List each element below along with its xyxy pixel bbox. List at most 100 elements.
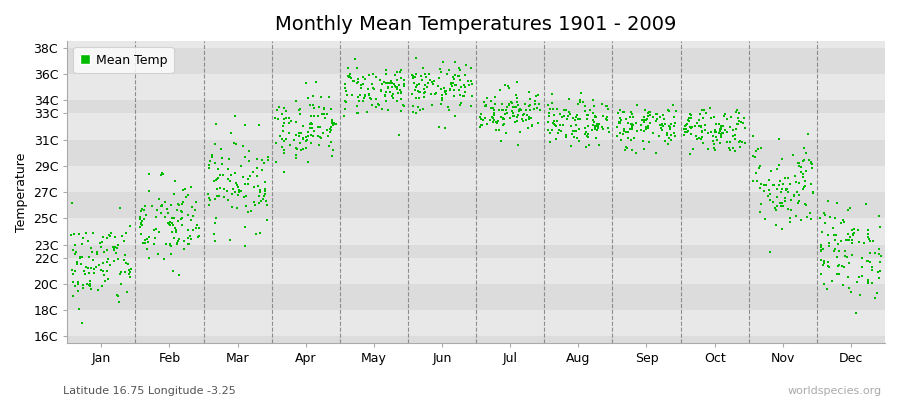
Point — [67, 230, 81, 237]
Point — [78, 264, 93, 270]
Point — [503, 115, 517, 121]
Point — [350, 76, 365, 82]
Point — [186, 227, 201, 233]
Point — [248, 184, 262, 190]
Point — [486, 110, 500, 116]
Point — [347, 56, 362, 62]
Point — [453, 102, 467, 108]
Point — [726, 144, 741, 151]
Point — [107, 247, 122, 254]
Point — [357, 92, 372, 98]
Point — [571, 116, 585, 122]
Point — [406, 102, 420, 109]
Point — [578, 103, 592, 109]
Point — [792, 198, 806, 204]
Point — [349, 110, 364, 116]
Point — [548, 122, 562, 128]
Point — [753, 144, 768, 151]
Point — [306, 132, 320, 139]
Point — [338, 99, 353, 105]
Point — [779, 186, 794, 192]
Point — [482, 117, 497, 123]
Point — [374, 105, 389, 112]
Point — [584, 127, 598, 134]
Point — [187, 207, 202, 214]
Point — [374, 86, 388, 93]
Point — [162, 242, 176, 248]
Point — [500, 110, 514, 116]
Point — [488, 100, 502, 107]
Point — [81, 282, 95, 288]
Point — [474, 110, 489, 117]
Point — [170, 207, 184, 213]
Point — [514, 107, 528, 114]
Point — [215, 154, 230, 161]
Point — [750, 178, 764, 184]
Point — [68, 250, 82, 257]
Point — [446, 80, 461, 86]
Point — [564, 143, 579, 149]
Point — [872, 246, 886, 252]
Point — [362, 92, 376, 98]
Point — [183, 233, 197, 239]
Point — [520, 112, 535, 118]
Point — [478, 102, 492, 109]
Point — [423, 76, 437, 83]
Point — [573, 116, 588, 122]
Point — [207, 230, 221, 237]
Point — [202, 194, 217, 201]
Point — [682, 124, 697, 130]
Point — [562, 96, 577, 103]
Point — [356, 98, 370, 104]
Point — [338, 81, 353, 88]
Point — [385, 93, 400, 99]
Point — [412, 89, 427, 96]
Point — [842, 285, 857, 291]
Point — [472, 124, 487, 130]
Point — [854, 273, 868, 280]
Point — [171, 238, 185, 244]
Point — [177, 238, 192, 244]
Point — [502, 102, 517, 108]
Point — [721, 144, 735, 151]
Point — [446, 74, 460, 80]
Point — [325, 152, 339, 159]
Point — [801, 131, 815, 137]
Point — [279, 136, 293, 142]
Point — [712, 121, 726, 127]
Point — [840, 254, 854, 260]
Point — [302, 128, 316, 135]
Point — [599, 117, 614, 123]
Point — [303, 140, 318, 146]
Point — [323, 126, 338, 132]
Point — [338, 106, 352, 112]
Point — [271, 116, 285, 123]
Point — [644, 112, 658, 118]
Point — [635, 117, 650, 124]
Point — [589, 114, 603, 120]
Point — [202, 162, 216, 168]
Point — [302, 125, 317, 131]
Point — [304, 125, 319, 131]
Point — [586, 117, 600, 124]
Point — [212, 172, 227, 178]
Point — [255, 167, 269, 173]
Point — [714, 125, 728, 131]
Point — [752, 162, 767, 169]
Point — [707, 128, 722, 135]
Point — [204, 152, 219, 159]
Point — [865, 264, 879, 270]
Point — [314, 135, 328, 142]
Point — [324, 106, 338, 112]
Point — [270, 107, 284, 114]
Point — [493, 87, 508, 94]
Point — [110, 244, 124, 251]
Point — [772, 136, 787, 142]
Point — [775, 156, 789, 162]
Point — [617, 126, 632, 133]
Point — [789, 213, 804, 219]
Point — [641, 113, 655, 119]
Point — [691, 134, 706, 141]
Point — [249, 173, 264, 180]
Point — [392, 82, 407, 88]
